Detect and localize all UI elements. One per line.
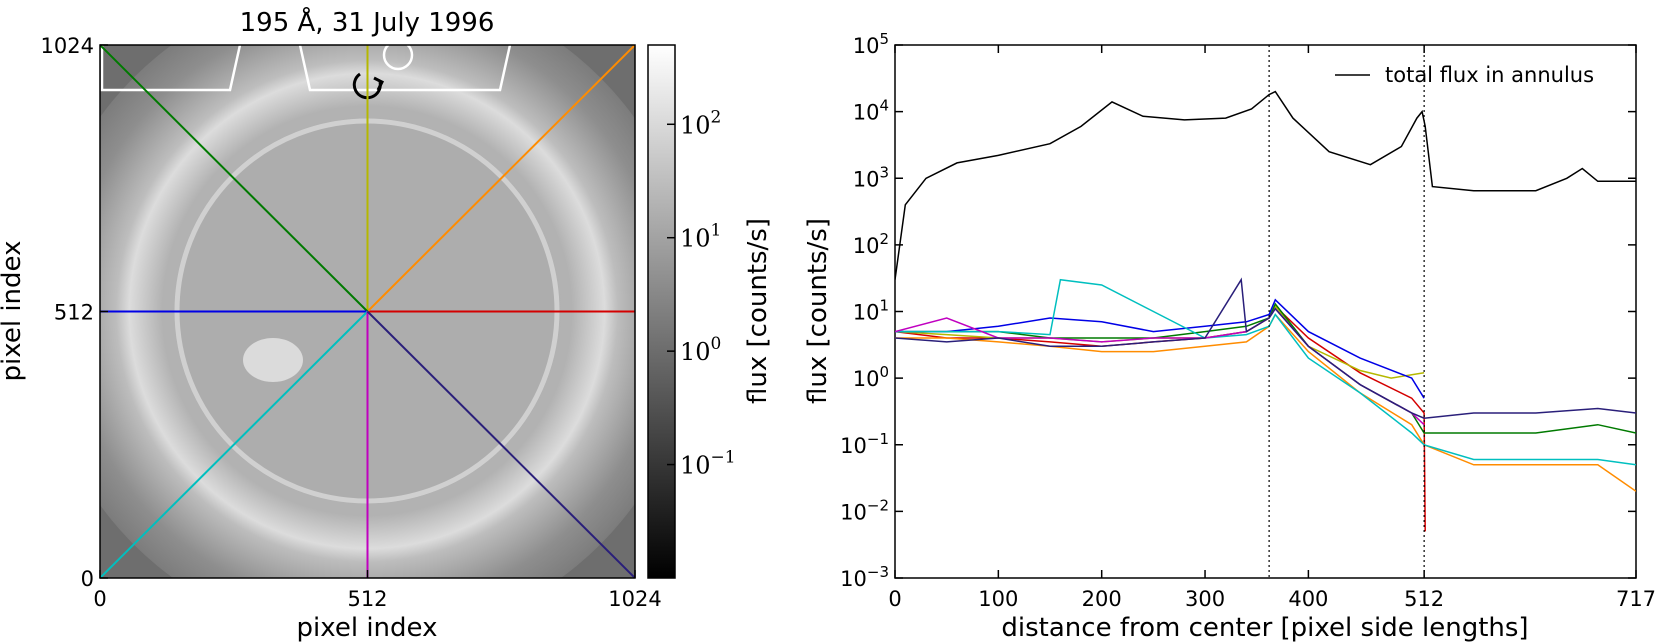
- y-tick-label: 103: [853, 163, 889, 191]
- left-ylabel: pixel index: [0, 241, 27, 382]
- series-line-4: [895, 302, 1636, 434]
- occulted-regions: [100, 45, 512, 92]
- ray-north-west: [100, 45, 369, 313]
- colorbar-tick-label: 10−1: [680, 448, 736, 480]
- y-tick-label: 102: [853, 230, 889, 258]
- solar-image-panel: 195 Å, 31 July 1996 0 512 1024 0 512 1024 pix…: [0, 6, 773, 643]
- left-title: 195 Å, 31 July 1996: [240, 6, 495, 38]
- series-line-8: [895, 277, 1636, 419]
- y-tick-label: 100: [853, 363, 889, 391]
- x-tick-label: 200: [1082, 587, 1122, 611]
- active-region: [243, 338, 303, 382]
- y-tick-label: 10−3: [840, 563, 889, 591]
- legend-label: total flux in annulus: [1385, 63, 1594, 87]
- left-y-tick-label: 0: [81, 567, 94, 591]
- vertical-markers: [1268, 45, 1425, 578]
- left-x-tick-label: 1024: [608, 587, 661, 611]
- solar-image: [100, 45, 635, 578]
- flux-plot-panel: 0 100 200 300 400 512 717 105 104 103 102 101 100 10−…: [803, 30, 1656, 643]
- rotation-arrow-icon: [352, 72, 385, 100]
- x-tick-label: 300: [1185, 587, 1225, 611]
- x-tick-label: 400: [1288, 587, 1328, 611]
- series-line-5: [895, 298, 1425, 399]
- left-xlabel: pixel index: [297, 613, 438, 643]
- right-xlabel: distance from center [pixel side lengths…: [1001, 613, 1528, 643]
- x-tick-label: 512: [1404, 587, 1444, 611]
- right-ylabel: flux [counts/s]: [803, 218, 833, 404]
- colorbar: [647, 44, 676, 579]
- left-y-tick-label: 1024: [41, 34, 94, 58]
- x-tick-label: 0: [888, 587, 901, 611]
- x-tick-label: 717: [1616, 587, 1656, 611]
- colorbar-label: flux [counts/s]: [743, 218, 773, 404]
- right-axis-ticks: 0 100 200 300 400 512 717 105 104 103 102 101 100 10−…: [840, 30, 1656, 611]
- y-tick-label: 101: [853, 297, 889, 325]
- y-tick-label: 105: [853, 30, 889, 58]
- ray-north-east: [366, 45, 635, 313]
- legend: total flux in annulus: [1335, 63, 1594, 87]
- colorbar-tick-label: 101: [680, 221, 721, 253]
- left-axis-ticks: 0 512 1024 0 512 1024: [41, 34, 662, 611]
- x-tick-label: 100: [978, 587, 1018, 611]
- y-tick-label: 10−2: [840, 496, 889, 524]
- left-y-tick-label: 512: [54, 301, 94, 325]
- plot-frame: [894, 44, 1637, 579]
- y-tick-label: 10−1: [840, 430, 889, 458]
- colorbar-tick-label: 100: [680, 334, 721, 366]
- left-x-tick-label: 0: [93, 587, 106, 611]
- ray-lines: [100, 45, 635, 578]
- ray-south-west: [100, 310, 369, 578]
- left-x-tick-label: 512: [347, 587, 387, 611]
- colorbar-tick-label: 102: [680, 107, 721, 139]
- colorbar-ticks: 102 101 100 10−1: [667, 107, 736, 480]
- series-line-0: [895, 90, 1636, 280]
- ray-south-east: [366, 310, 635, 578]
- y-tick-label: 104: [853, 97, 889, 125]
